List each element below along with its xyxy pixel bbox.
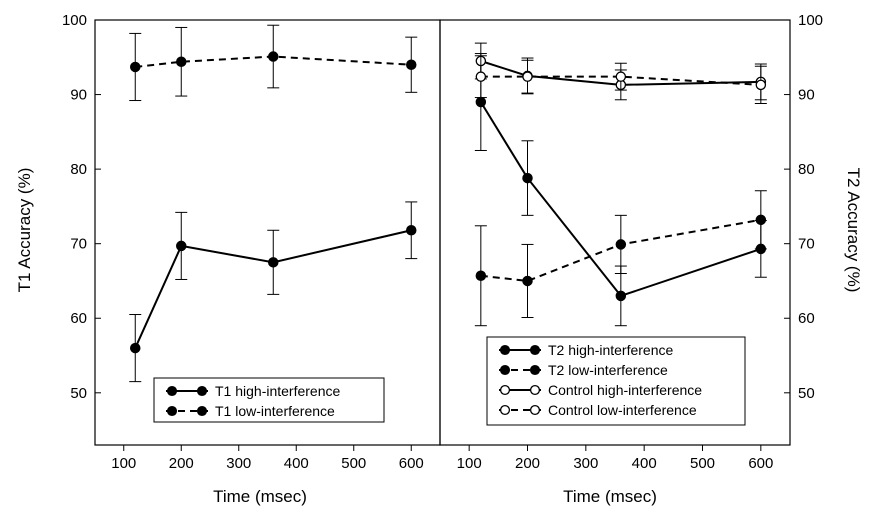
- legend-marker: [499, 364, 511, 376]
- right-y-axis-label: T2 Accuracy (%): [844, 168, 863, 293]
- legend-label: Control low-interference: [548, 402, 697, 418]
- x-tick-label: 200: [515, 455, 540, 472]
- legend-1: T2 high-interference T2 low-interference C…: [486, 336, 746, 426]
- x-tick-label: 100: [111, 455, 136, 472]
- series-line: [135, 55, 412, 68]
- x-tick-label: 400: [284, 455, 309, 472]
- data-point: [475, 270, 487, 281]
- y-tick-label: 50: [70, 385, 87, 402]
- legend-marker: [499, 384, 511, 396]
- series-line: [480, 218, 762, 282]
- data-point: [405, 225, 417, 236]
- y-tick-label: 60: [70, 310, 87, 327]
- data-point: [129, 342, 141, 354]
- legend-marker: [499, 404, 511, 416]
- y-tick-label: 80: [798, 161, 815, 178]
- legend-label: T1 low-interference: [215, 403, 335, 419]
- legend-marker: [529, 364, 541, 376]
- data-point: [615, 71, 627, 82]
- data-point: [475, 96, 487, 108]
- y-tick-label: 100: [62, 12, 87, 29]
- left-y-axis-label: T1 Accuracy (%): [15, 168, 34, 293]
- legend-marker: [529, 404, 541, 416]
- right-x-axis-label: Time (msec): [563, 487, 657, 506]
- data-point: [267, 257, 279, 268]
- x-tick-label: 300: [573, 455, 598, 472]
- legend-marker: [529, 344, 541, 356]
- x-tick-label: 100: [457, 455, 482, 472]
- series-1-3: [474, 55, 767, 105]
- series-1-0: [474, 53, 767, 327]
- y-tick-label: 100: [798, 12, 823, 29]
- x-tick-label: 400: [632, 455, 657, 472]
- data-point: [615, 290, 627, 302]
- y-tick-label: 50: [798, 385, 815, 402]
- data-point: [405, 59, 417, 70]
- legend-marker: [196, 385, 208, 397]
- legend-label: T2 low-interference: [548, 362, 668, 378]
- legend-label: T2 high-interference: [548, 342, 674, 358]
- series-line: [479, 101, 762, 298]
- x-tick-label: 500: [690, 455, 715, 472]
- axis-labels: Time (msec) Time (msec) T1 Accuracy (%) …: [15, 168, 863, 506]
- legend-marker: [196, 405, 208, 417]
- x-tick-label: 600: [748, 455, 773, 472]
- data-point: [522, 71, 533, 82]
- data-point: [129, 61, 141, 73]
- legend-box: [153, 377, 385, 423]
- legend-marker: [529, 384, 541, 396]
- data-point: [755, 79, 767, 91]
- x-tick-label: 500: [341, 455, 366, 472]
- plot-frame-1: [439, 19, 791, 446]
- data-point: [267, 51, 279, 62]
- series-line: [480, 75, 761, 86]
- y-tick-label: 70: [798, 236, 815, 253]
- data-point: [755, 214, 767, 226]
- data-point: [522, 172, 533, 184]
- series-0-0: [129, 201, 418, 383]
- legend-marker: [499, 344, 511, 356]
- data-point: [475, 71, 487, 82]
- data-series: [129, 24, 767, 383]
- y-tick-label: 70: [70, 236, 87, 253]
- legend-label: Control high-interference: [548, 382, 702, 398]
- series-line: [480, 60, 761, 86]
- data-point: [522, 275, 533, 287]
- legend-label: T1 high-interference: [215, 383, 341, 399]
- y-tick-label: 90: [798, 87, 815, 104]
- legend-0: T1 high-interference T1 low-interference: [153, 377, 385, 423]
- x-tick-label: 600: [399, 455, 424, 472]
- data-point: [175, 56, 187, 68]
- data-point: [175, 240, 187, 252]
- series-0-1: [129, 24, 418, 102]
- left-x-axis-label: Time (msec): [213, 487, 307, 506]
- y-tick-label: 90: [70, 87, 87, 104]
- y-tick-label: 80: [70, 161, 87, 178]
- legend-marker: [166, 385, 178, 397]
- axis-ticks: 100 200 300 400 500 600 50 60 70 80 90 100 100 200 300…: [62, 12, 823, 472]
- legend-marker: [166, 405, 178, 417]
- x-tick-label: 300: [226, 455, 251, 472]
- series-1-1: [474, 190, 767, 327]
- plot-frames: [94, 19, 791, 446]
- data-point: [615, 239, 627, 250]
- series-line: [134, 229, 412, 349]
- x-tick-label: 200: [169, 455, 194, 472]
- y-tick-label: 60: [798, 310, 815, 327]
